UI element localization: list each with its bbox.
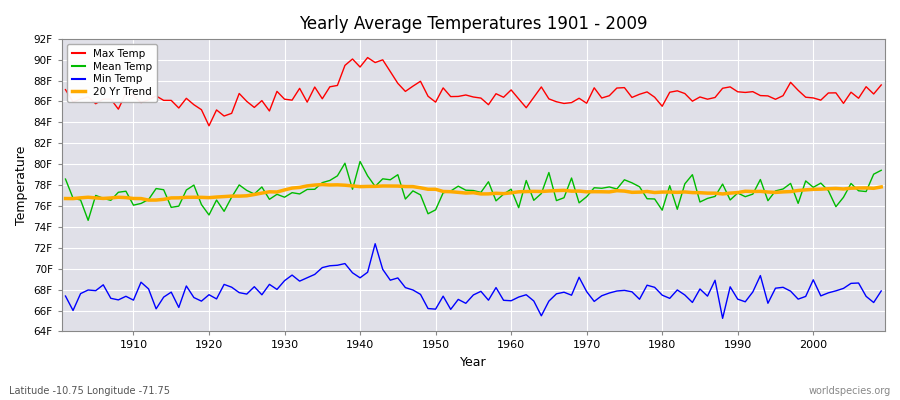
Text: worldspecies.org: worldspecies.org (809, 386, 891, 396)
Y-axis label: Temperature: Temperature (15, 145, 28, 225)
Text: Latitude -10.75 Longitude -71.75: Latitude -10.75 Longitude -71.75 (9, 386, 170, 396)
X-axis label: Year: Year (460, 356, 487, 369)
Title: Yearly Average Temperatures 1901 - 2009: Yearly Average Temperatures 1901 - 2009 (299, 15, 648, 33)
Legend: Max Temp, Mean Temp, Min Temp, 20 Yr Trend: Max Temp, Mean Temp, Min Temp, 20 Yr Tre… (67, 44, 158, 102)
